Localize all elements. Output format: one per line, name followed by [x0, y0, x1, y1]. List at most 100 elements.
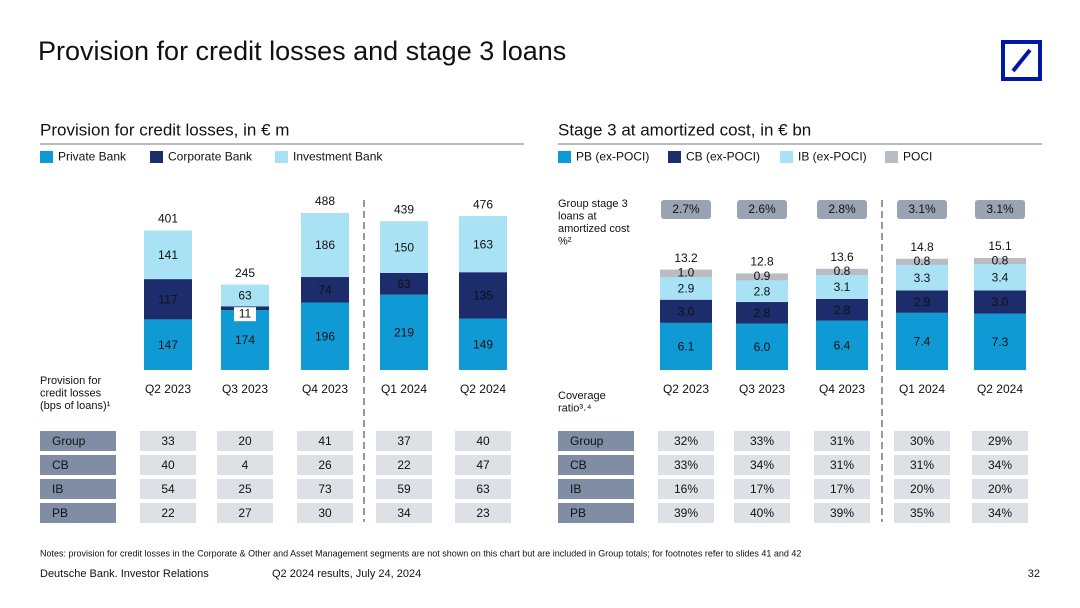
slide-title: Provision for credit losses and stage 3 … — [38, 36, 566, 66]
bar-segment — [144, 279, 192, 320]
table-cell — [217, 503, 273, 523]
table-cell — [734, 503, 790, 523]
bar-segment — [301, 213, 349, 278]
cell-value: 34 — [397, 506, 411, 520]
legend-swatch — [275, 151, 288, 163]
cell-value: 27 — [238, 506, 252, 520]
cell-value: 34% — [750, 458, 774, 472]
table-cell — [297, 431, 353, 451]
cell-value: 40% — [750, 506, 774, 520]
x-tick-label: Q2 2023 — [663, 382, 709, 396]
table-cell — [217, 455, 273, 475]
cell-value: 31% — [910, 458, 934, 472]
legend-label: Private Bank — [58, 150, 127, 164]
cell-value: 34% — [988, 506, 1012, 520]
page-number: 32 — [1028, 568, 1040, 580]
total-label: 13.2 — [674, 251, 698, 265]
row-header-cell — [40, 455, 116, 475]
legend-label: CB (ex-POCI) — [686, 150, 760, 164]
data-label: 163 — [473, 237, 493, 251]
bar-segment — [974, 258, 1026, 265]
footer-center: Q2 2024 results, July 24, 2024 — [272, 568, 421, 580]
cell-value: 39% — [674, 506, 698, 520]
cell-value: 20 — [238, 434, 252, 448]
data-label: 74 — [318, 283, 332, 297]
table-cell — [814, 431, 870, 451]
table-cell — [658, 455, 714, 475]
data-label: 219 — [394, 325, 414, 339]
bar-segment — [816, 320, 868, 370]
cell-value: 23 — [476, 506, 490, 520]
cell-value: 25 — [238, 482, 252, 496]
total-label: 476 — [473, 197, 493, 211]
legend-label: Corporate Bank — [168, 150, 253, 164]
label-box — [234, 307, 256, 322]
data-label: 150 — [394, 240, 414, 254]
table-cell — [658, 479, 714, 499]
row-header: IB — [570, 482, 581, 496]
x-tick-label: Q1 2024 — [381, 382, 427, 396]
data-label: 2.9 — [914, 295, 931, 309]
cell-value: 20% — [910, 482, 934, 496]
total-label: 401 — [158, 212, 178, 226]
ratio-label: 3.1% — [908, 202, 936, 216]
legend-swatch — [668, 151, 681, 163]
data-label: 141 — [158, 248, 178, 262]
bar-segment — [896, 312, 948, 370]
bar-segment — [736, 273, 788, 281]
row-header: CB — [52, 458, 69, 472]
table-cell — [455, 479, 511, 499]
bar-segment — [816, 298, 868, 321]
cell-value: 4 — [242, 458, 249, 472]
cell-value: 17% — [830, 482, 854, 496]
bar-segment — [896, 258, 948, 265]
cell-value: 41 — [318, 434, 332, 448]
bar-segment — [301, 277, 349, 303]
table-cell — [894, 431, 950, 451]
data-label: 6.1 — [678, 340, 695, 354]
total-label: 245 — [235, 266, 255, 280]
table-cell — [972, 431, 1028, 451]
total-label: 439 — [394, 202, 414, 216]
cell-value: 59 — [397, 482, 411, 496]
bar-segment — [896, 290, 948, 313]
table-cell — [658, 503, 714, 523]
legend-label: POCI — [903, 150, 932, 164]
cell-value: 26 — [318, 458, 332, 472]
legend-swatch — [40, 151, 53, 163]
data-label: 174 — [235, 333, 255, 347]
data-label: 0.8 — [914, 254, 931, 268]
cell-value: 30% — [910, 434, 934, 448]
table-cell — [455, 455, 511, 475]
data-label: 186 — [315, 238, 335, 252]
ratio-label: 2.7% — [672, 202, 700, 216]
x-tick-label: Q3 2023 — [222, 382, 268, 396]
data-label: 3.0 — [992, 295, 1009, 309]
table-cell — [734, 479, 790, 499]
cell-value: 16% — [674, 482, 698, 496]
cell-value: 20% — [988, 482, 1012, 496]
table-cell — [972, 455, 1028, 475]
table-cell — [140, 503, 196, 523]
cell-value: 33% — [674, 458, 698, 472]
table-cell — [972, 503, 1028, 523]
ratio-pill — [817, 200, 867, 219]
row-header-cell — [558, 455, 634, 475]
table-cell — [217, 479, 273, 499]
x-tick-label: Q2 2024 — [977, 382, 1023, 396]
data-label: 149 — [473, 338, 493, 352]
bar-segment — [974, 264, 1026, 291]
footer-left: Deutsche Bank. Investor Relations — [40, 568, 209, 580]
table-cell — [734, 455, 790, 475]
data-label: 196 — [315, 329, 335, 343]
data-label: 6.0 — [754, 340, 771, 354]
data-label: 3.4 — [992, 270, 1009, 284]
bar-segment — [380, 294, 428, 370]
bar-segment — [380, 272, 428, 295]
legend-label: IB (ex-POCI) — [798, 150, 867, 164]
data-label: 0.8 — [992, 253, 1009, 267]
table-cell — [297, 455, 353, 475]
data-label: 3.0 — [678, 304, 695, 318]
row-header: Group — [52, 434, 86, 448]
legend-label: Investment Bank — [293, 150, 383, 164]
